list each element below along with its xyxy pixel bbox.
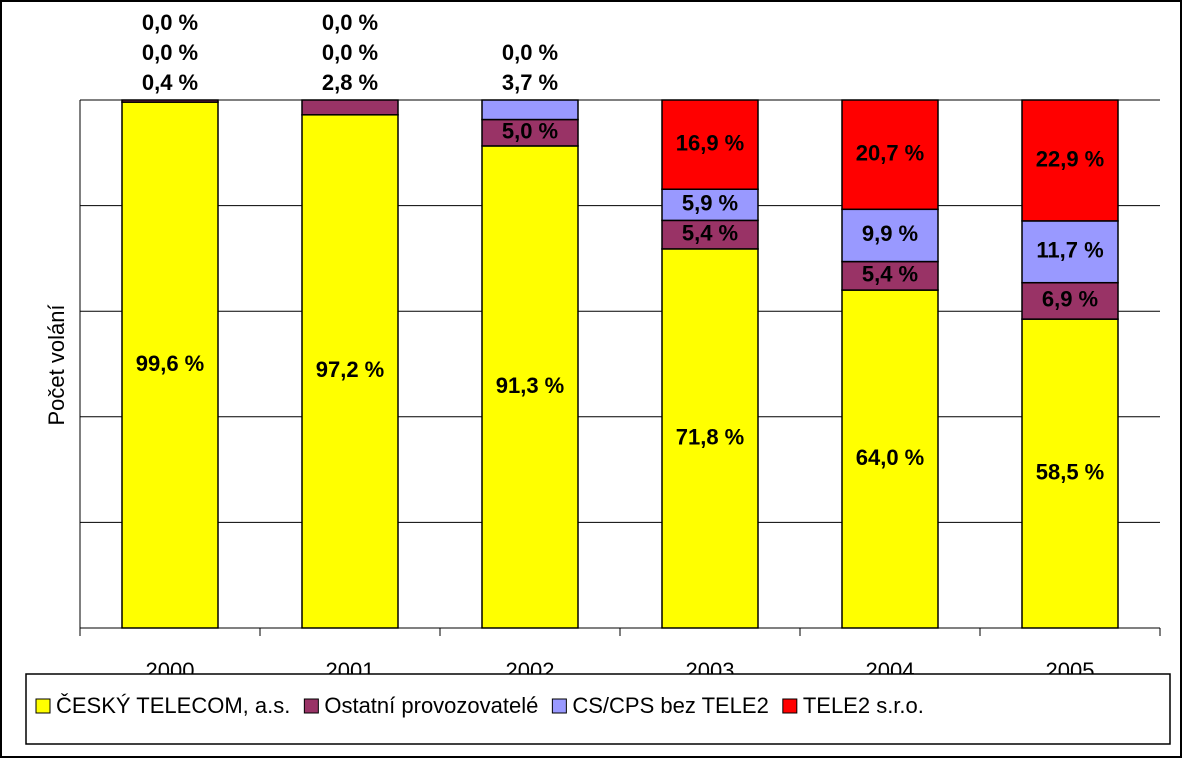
legend-swatch: [782, 698, 798, 714]
data-label: 16,9 %: [676, 130, 745, 155]
data-label: 2,8 %: [322, 70, 378, 95]
bar-segment: [841, 99, 939, 211]
legend-swatch: [303, 698, 319, 714]
data-label: 0,0 %: [322, 40, 378, 65]
data-label: 71,8 %: [676, 424, 745, 449]
legend: ČESKÝ TELECOM, a.s. Ostatní provozovatelé…: [25, 673, 1171, 745]
y-axis-title: Počet volání: [44, 304, 69, 425]
bar-segment: [301, 114, 399, 629]
data-label: 5,9 %: [682, 191, 738, 216]
bar-segment: [841, 208, 939, 263]
data-label: 5,4 %: [862, 262, 918, 287]
data-label: 20,7 %: [856, 140, 925, 165]
data-label: 11,7 %: [1036, 238, 1103, 263]
data-label: 0,0 %: [142, 10, 198, 35]
legend-label: ČESKÝ TELECOM, a.s.: [56, 693, 290, 718]
bar-segment: [301, 99, 399, 116]
data-label: 91,3 %: [496, 373, 565, 398]
data-label: 0,0 %: [322, 10, 378, 35]
legend-label: TELE2 s.r.o.: [803, 693, 924, 718]
legend-swatch: [551, 698, 567, 714]
data-label: 0,0 %: [502, 40, 558, 65]
legend-frame: [25, 673, 1171, 745]
legend-label: CS/CPS bez TELE2: [572, 693, 768, 718]
legend-swatch: [35, 698, 51, 714]
data-label: 64,0 %: [856, 445, 925, 470]
data-label: 0,4 %: [142, 70, 198, 95]
data-label: 9,9 %: [862, 221, 918, 246]
data-label: 0,0 %: [142, 40, 198, 65]
data-label: 5,0 %: [502, 119, 558, 144]
bar-segment: [481, 99, 579, 121]
data-label: 58,5 %: [1036, 459, 1105, 484]
bar-segment: [1021, 281, 1119, 320]
bar-segment: [1021, 318, 1119, 629]
bar-segment: [1021, 220, 1119, 284]
data-label: 5,4 %: [682, 220, 738, 245]
legend-label: Ostatní provozovatelé: [324, 693, 538, 718]
data-label: 99,6 %: [136, 351, 205, 376]
bar-segment: [121, 99, 219, 103]
bar-segment: [1021, 99, 1119, 222]
bar-segment: [661, 99, 759, 190]
bar-segment: [661, 219, 759, 250]
bar-segment: [661, 248, 759, 629]
bar-segment: [841, 289, 939, 629]
data-label: 97,2 %: [316, 357, 385, 382]
data-label: 6,9 %: [1042, 287, 1098, 312]
data-label: 22,9 %: [1036, 146, 1105, 171]
data-label: 3,7 %: [502, 70, 558, 95]
bar-segment: [481, 145, 579, 629]
